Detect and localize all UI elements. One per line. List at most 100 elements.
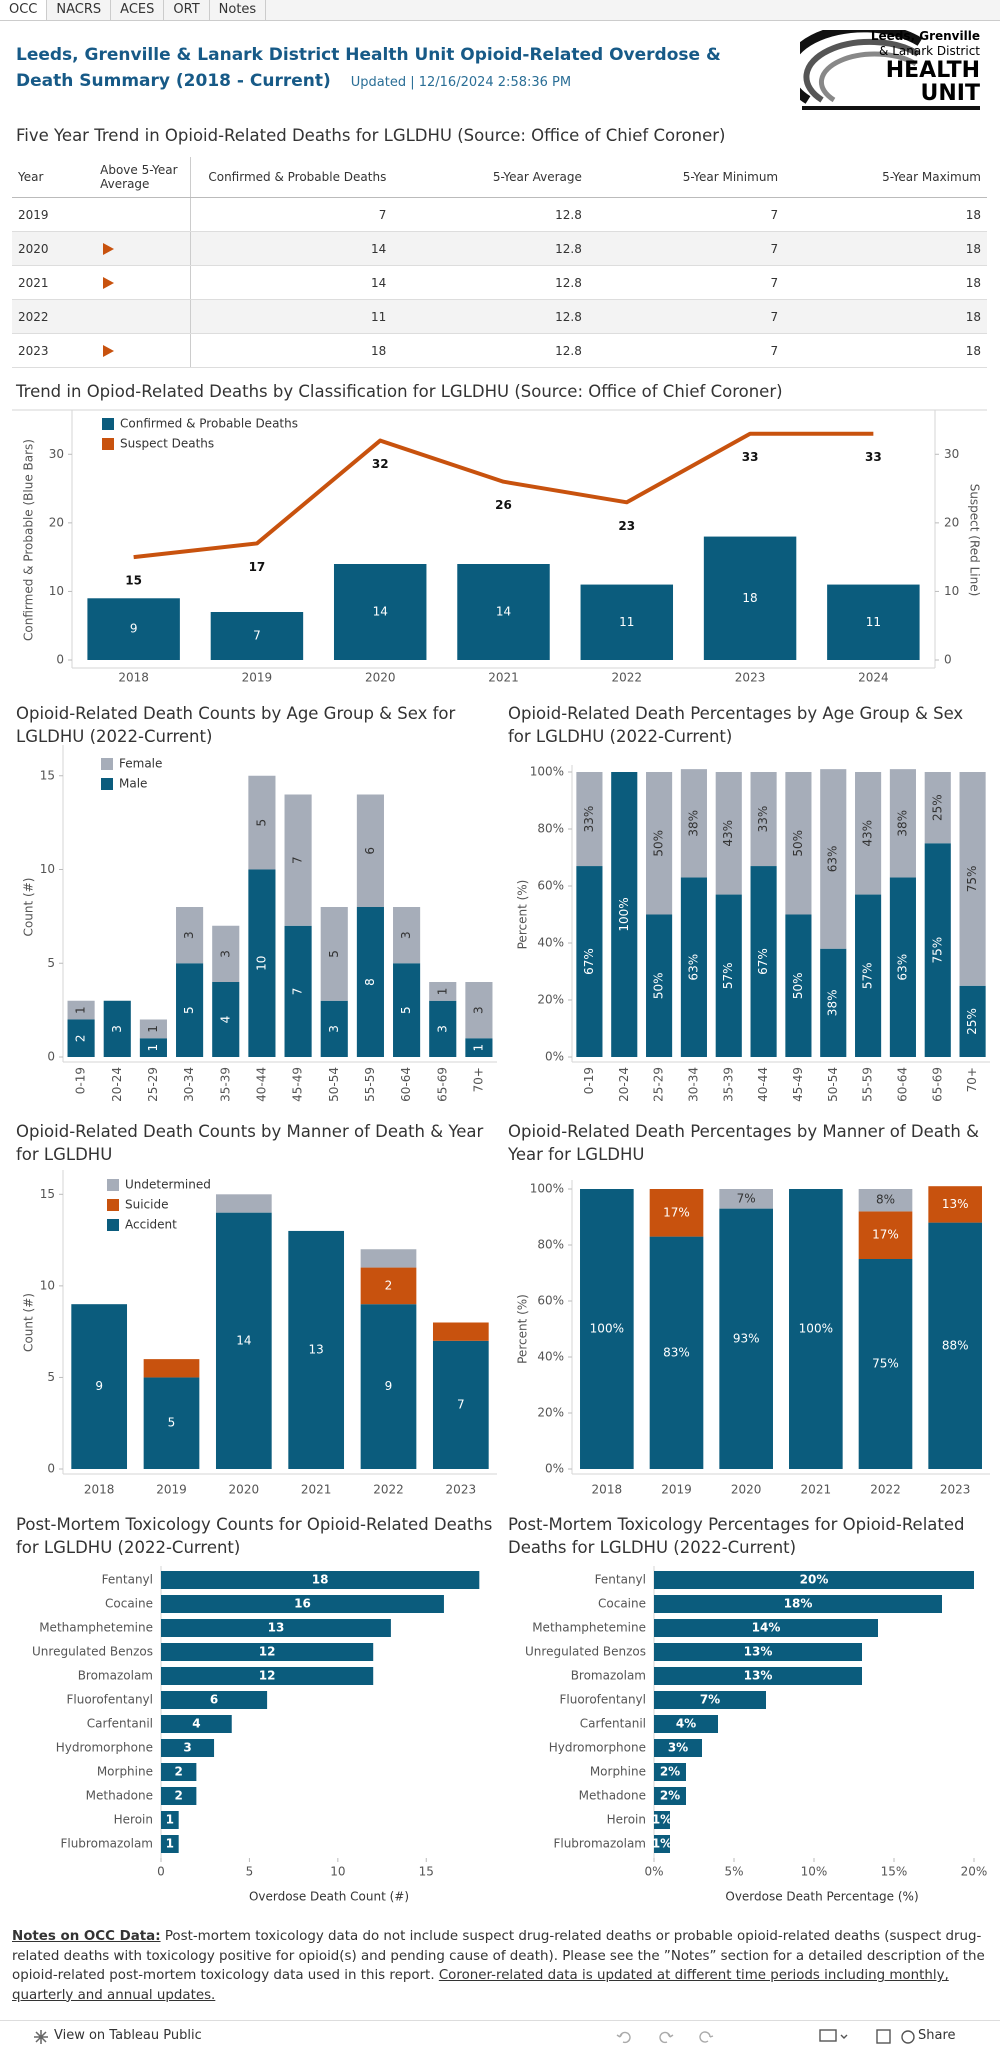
data-label: 20% — [800, 1573, 829, 1587]
tab[interactable]: ACES — [111, 0, 165, 20]
arrow — [103, 344, 115, 357]
year-cell: 2020 — [12, 231, 95, 266]
x-tick-label: 2020 — [731, 1483, 762, 1497]
bar-segment — [176, 963, 204, 1057]
table-header-row: Year Above 5-Year Average Confirmed & Prob… — [12, 157, 987, 198]
x-tick-label: 15% — [881, 1865, 908, 1879]
x-tick-label: 2020 — [229, 1483, 260, 1497]
y-tick-label: 15 — [40, 1187, 55, 1201]
x-tick-label: 65-69 — [435, 1067, 449, 1102]
data-label: 38% — [686, 810, 700, 837]
view-on-tableau[interactable]: View on Tableau Public — [54, 2028, 202, 2043]
notes: Notes on OCC Data: Post-mortem toxicolog… — [12, 1927, 987, 2005]
line — [133, 431, 874, 560]
legend-label: Accident — [125, 1218, 177, 1232]
tab-bar: OCC NACRS ACES ORT Notes — [0, 0, 1000, 21]
tab[interactable]: OCC — [0, 0, 48, 20]
dropdown-icon[interactable] — [840, 2034, 848, 2039]
undo-icon[interactable] — [616, 2031, 631, 2044]
bar — [161, 1787, 197, 1805]
x-tick-label: 2019 — [156, 1483, 187, 1497]
data-label: 50% — [791, 830, 805, 857]
y2-tick-label: 20 — [944, 515, 959, 529]
bar — [654, 1691, 766, 1709]
logo-text: UNIT — [921, 81, 980, 106]
dashboard-title: Leeds, Grenville & Lanark District Healt… — [16, 45, 721, 91]
bar-segment — [924, 772, 951, 844]
avg-cell: 12.8 — [392, 299, 588, 334]
x-tick-label: 30-34 — [182, 1067, 196, 1102]
bar — [457, 564, 550, 660]
bar-segment — [284, 794, 312, 926]
logo-text: Leeds, Grenville — [871, 30, 980, 43]
bar-segment — [789, 1189, 843, 1469]
year-cell: 2023 — [12, 333, 95, 368]
data-label: 13% — [744, 1645, 773, 1659]
data-label: 75% — [930, 937, 944, 964]
column-header: Above 5-Year Average — [94, 157, 191, 198]
tab[interactable]: ORT — [164, 0, 210, 20]
bar — [87, 598, 180, 660]
category-label: Fluorofentanyl — [559, 1693, 646, 1707]
avg-cell: 12.8 — [392, 265, 588, 300]
x-tick-label: 2021 — [301, 1483, 332, 1497]
fullscreen-icon[interactable] — [876, 2029, 891, 2044]
above-average-cell — [94, 197, 191, 232]
year-cell: 2019 — [12, 197, 95, 232]
x-tick-label: 70+ — [965, 1067, 979, 1092]
data-label: 25% — [930, 794, 944, 821]
data-label: 1 — [471, 1044, 485, 1052]
bar-segment — [855, 772, 882, 895]
data-label: 1% — [652, 1837, 672, 1851]
category-label: Hydromorphone — [549, 1741, 646, 1755]
x-tick-label: 25-29 — [146, 1067, 160, 1102]
bar — [654, 1811, 670, 1829]
share-icon[interactable] — [901, 2030, 915, 2044]
x-axis-title: Overdose Death Percentage (%) — [725, 1890, 918, 1904]
category-label: Carfentanil — [87, 1717, 153, 1731]
bar-segment — [928, 1222, 982, 1469]
bar — [654, 1739, 702, 1757]
y-axis-title: Percent (%) — [516, 1294, 530, 1364]
data-label: 9 — [130, 622, 138, 636]
data-label: 1 — [435, 988, 449, 996]
legend-swatch — [107, 1179, 119, 1191]
bar — [654, 1715, 718, 1733]
bar-segment — [360, 1267, 417, 1305]
x-tick-label: 40-44 — [254, 1067, 268, 1102]
category-label: Flubromazolam — [553, 1837, 646, 1851]
comment-icon[interactable] — [819, 2029, 837, 2042]
category-label: Carfentanil — [580, 1717, 646, 1731]
revert-icon[interactable] — [699, 2031, 714, 2043]
category-label: Heroin — [607, 1813, 646, 1827]
x-tick-label: 35-39 — [721, 1067, 735, 1102]
x-axis-title: Overdose Death Count (#) — [249, 1890, 409, 1904]
y-tick-label: 10 — [40, 862, 55, 876]
data-label: 18 — [742, 591, 757, 605]
tab[interactable]: Notes — [210, 0, 267, 20]
notes-link[interactable]: Coroner-related data is updated at diffe… — [12, 1968, 949, 2003]
bar-segment — [212, 925, 240, 982]
bar-segment — [288, 1230, 345, 1469]
y-tick-label: 0% — [545, 1050, 564, 1064]
icon — [34, 2030, 48, 2044]
tab[interactable]: NACRS — [47, 0, 112, 20]
bar-segment — [750, 866, 777, 1057]
share-button[interactable]: Share — [918, 2028, 956, 2043]
bar-segment — [432, 1322, 489, 1341]
bar-segment — [680, 877, 707, 1057]
x-tick-label: 15 — [419, 1865, 434, 1879]
category-label: Unregulated Benzos — [525, 1645, 646, 1659]
bar-segment — [465, 982, 493, 1039]
bar-segment — [103, 1000, 131, 1057]
bar-segment — [855, 894, 882, 1057]
bar — [827, 584, 920, 660]
chart-title: Opioid-Related Death Counts by Manner of… — [16, 1122, 484, 1164]
redo-icon[interactable] — [659, 2031, 674, 2044]
y2-tick-label: 0 — [944, 653, 952, 667]
data-label: 5 — [327, 950, 341, 958]
bar-segment — [71, 1304, 128, 1469]
data-label: 17% — [663, 1205, 690, 1219]
category-label: Hydromorphone — [56, 1741, 153, 1755]
y-tick-label: 20% — [537, 1406, 564, 1420]
